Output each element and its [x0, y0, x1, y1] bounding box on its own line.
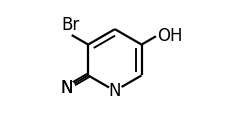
Text: N: N — [60, 79, 73, 97]
Text: N: N — [109, 82, 121, 100]
Text: Br: Br — [62, 16, 80, 34]
Text: N: N — [60, 79, 73, 97]
Text: OH: OH — [158, 27, 183, 45]
